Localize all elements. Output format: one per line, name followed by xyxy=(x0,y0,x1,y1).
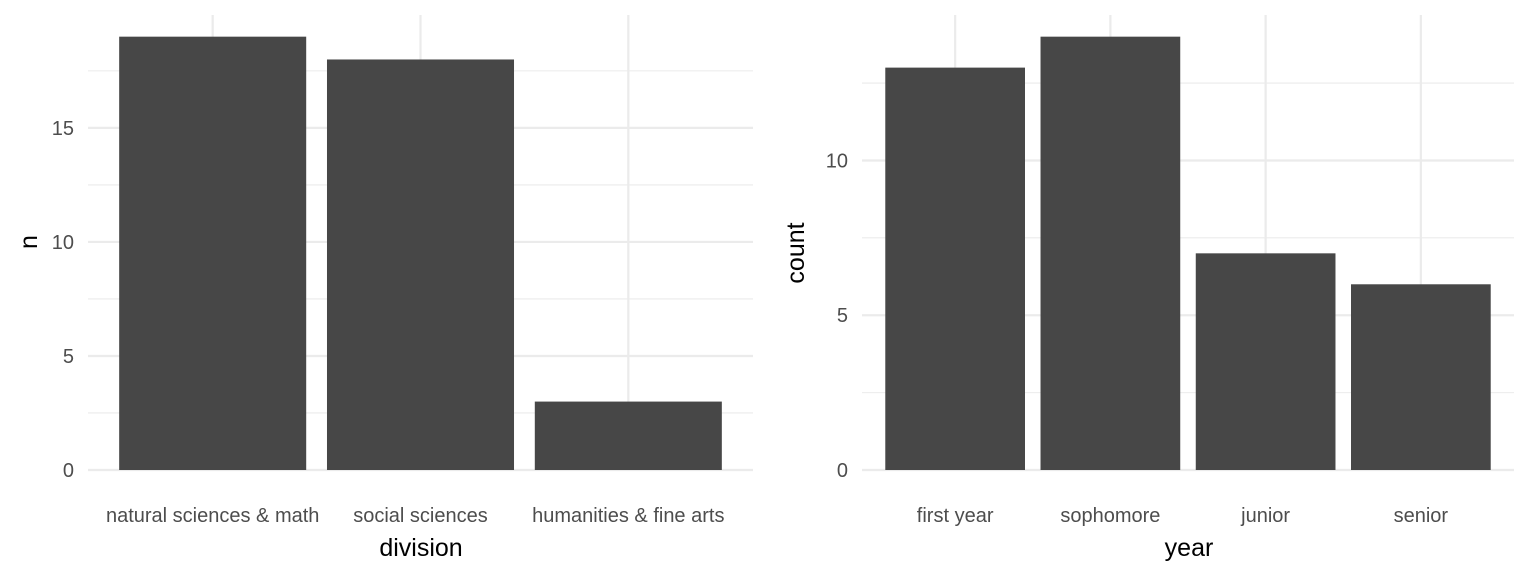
x-tick-label-senior: senior xyxy=(1394,505,1449,527)
y-tick-label: 5 xyxy=(837,305,848,327)
bar-sophomore xyxy=(1040,36,1181,471)
x-tick-labels: natural sciences & math social sciences hu… xyxy=(106,505,725,527)
y-tick-labels: 0 5 10 xyxy=(826,150,848,482)
y-tick-labels: 0 5 10 15 xyxy=(52,118,74,482)
bar-senior xyxy=(1351,284,1491,470)
y-tick-label: 5 xyxy=(63,346,74,368)
bar-natural-sciences-math xyxy=(119,36,307,471)
bar-junior xyxy=(1195,253,1336,470)
bar-social-sciences xyxy=(326,59,515,470)
y-tick-label: 10 xyxy=(52,232,74,254)
bar-first-year xyxy=(885,67,1025,470)
bar-humanities-fine-arts xyxy=(534,401,722,470)
y-axis-title: count xyxy=(782,222,810,283)
bars xyxy=(119,36,722,471)
x-tick-label-natural-sciences-math: natural sciences & math xyxy=(106,505,319,527)
y-tick-label: 0 xyxy=(63,460,74,482)
division-bar-chart: 0 5 10 15 natural sciences & math social sci… xyxy=(15,15,753,562)
x-tick-labels: first year sophomore junior senior xyxy=(917,505,1449,527)
x-tick-label-first-year: first year xyxy=(917,505,994,527)
x-tick-label-humanities-fine-arts: humanities & fine arts xyxy=(532,505,724,527)
bars xyxy=(885,36,1491,471)
x-axis-title: year xyxy=(1165,534,1214,562)
x-axis-title: division xyxy=(379,534,462,562)
x-tick-label-junior: junior xyxy=(1240,505,1290,527)
x-tick-label-sophomore: sophomore xyxy=(1060,505,1160,527)
y-tick-label: 15 xyxy=(52,118,74,140)
y-axis-title: n xyxy=(15,235,43,249)
year-bar-chart: 0 5 10 first year sophomore junior senior yea… xyxy=(782,15,1514,562)
y-tick-label: 0 xyxy=(837,460,848,482)
x-tick-label-social-sciences: social sciences xyxy=(353,505,488,527)
y-tick-label: 10 xyxy=(826,150,848,172)
